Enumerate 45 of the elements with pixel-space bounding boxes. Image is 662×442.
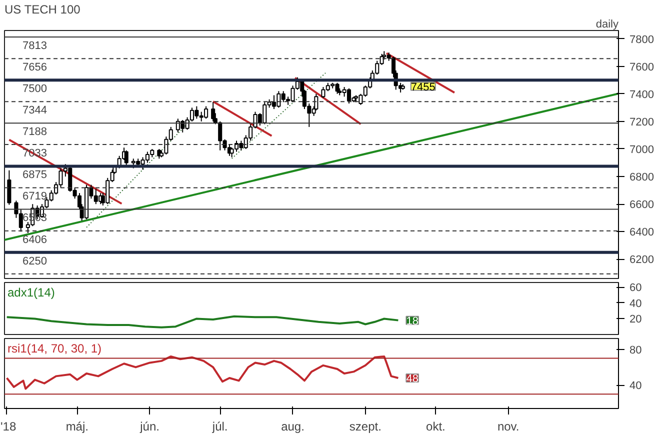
ref-line-label: 6875 xyxy=(22,169,47,182)
ref-line-label: 7656 xyxy=(22,62,47,74)
chart-title: US TECH 100 xyxy=(4,2,81,16)
x-tick-label: máj. xyxy=(66,420,88,434)
y-tick-label: 6400 xyxy=(630,226,654,239)
x-tick-label: szept. xyxy=(349,420,382,434)
x-tick-label: júl. xyxy=(211,420,228,434)
chart-title: rsi1(14, 70, 30, 1) xyxy=(8,342,102,356)
candlestick xyxy=(211,102,216,122)
ref-line-label: 7344 xyxy=(22,104,47,117)
y-tick-label: 80 xyxy=(630,344,642,356)
annotation: 48 xyxy=(406,372,418,385)
y-tick-label: 60 xyxy=(630,282,642,294)
x-tick-label: aug. xyxy=(281,420,304,434)
y-tick-label: 6600 xyxy=(630,199,654,212)
chart-title: adx1(14) xyxy=(8,286,55,300)
y-tick-label: 6200 xyxy=(630,254,654,266)
y-tick-label: 7400 xyxy=(630,88,654,101)
x-tick-label: okt. xyxy=(426,420,446,434)
ref-line-label: 6250 xyxy=(22,255,47,268)
x-tick-label: nov. xyxy=(497,420,520,434)
ref-line-label: 6406 xyxy=(22,234,47,246)
y-tick-label: 40 xyxy=(630,380,642,392)
x-tick-label: '18 xyxy=(0,420,16,434)
ref-line-label: 7813 xyxy=(22,40,47,52)
y-tick-label: 7200 xyxy=(630,116,654,128)
candlestick xyxy=(124,150,128,166)
annotation: 18 xyxy=(406,315,418,328)
y-tick-label: 7000 xyxy=(630,144,654,156)
ref-line-label: 7188 xyxy=(22,126,47,138)
x-tick-label: jún. xyxy=(139,420,160,434)
ref-line-label: 6719 xyxy=(22,190,47,203)
line-series xyxy=(6,355,400,390)
annotation: daily xyxy=(596,18,619,30)
line-series xyxy=(6,315,400,328)
candlestick xyxy=(272,94,276,110)
y-tick-label: 7800 xyxy=(630,34,654,46)
y-tick-label: 40 xyxy=(630,298,642,310)
candlestick xyxy=(7,170,12,206)
candlestick xyxy=(346,88,352,104)
y-tick-label: 7600 xyxy=(630,61,654,74)
y-tick-label: 20 xyxy=(630,314,642,326)
annotation: 7455 xyxy=(410,81,436,94)
y-tick-label: 6800 xyxy=(630,172,654,184)
ref-line-label: 7500 xyxy=(22,83,47,96)
